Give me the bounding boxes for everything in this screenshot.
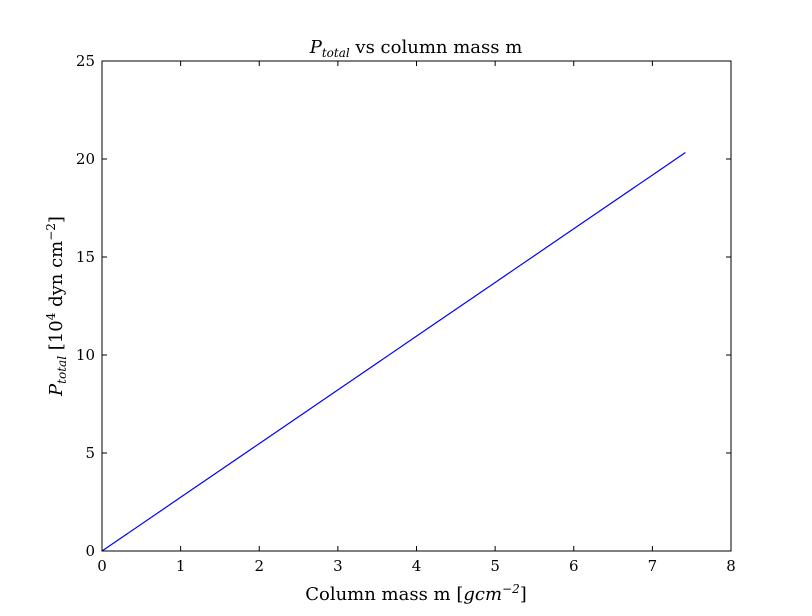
title-symbol: P <box>309 37 323 58</box>
x-axis-title-superscript: −2 <box>502 582 520 596</box>
x-tick-label: 3 <box>333 557 343 575</box>
x-tick-label: 6 <box>569 557 579 575</box>
x-tick-label: 2 <box>254 557 264 575</box>
x-axis-title-prefix: Column mass m [ <box>305 584 463 605</box>
plot-frame <box>101 60 732 552</box>
y-axis-title-symbol: P <box>46 383 67 397</box>
y-tick-labels: 0 5 10 15 20 25 <box>76 52 95 560</box>
y-axis-title-subscript: total <box>55 356 69 384</box>
y-tick-label: 15 <box>76 248 95 266</box>
y-axis-title-sup2: −2 <box>44 223 58 241</box>
series-line <box>101 152 686 552</box>
y-axis-title-suffix: ] <box>46 216 67 223</box>
x-tick-label: 5 <box>490 557 500 575</box>
series-group <box>101 152 686 552</box>
x-axis-title-suffix: ] <box>520 584 527 605</box>
x-tick-label: 8 <box>726 557 736 575</box>
y-tick-label: 20 <box>76 150 95 168</box>
y-tick-label: 10 <box>76 346 95 364</box>
y-tick-label: 25 <box>76 52 95 70</box>
y-tick-label: 5 <box>85 444 95 462</box>
y-axis-title: Ptotal [104 dyn cm−2] <box>44 216 69 397</box>
y-axis-title-mid: [10 <box>46 320 67 356</box>
x-tick-labels: 0 1 2 3 4 5 6 7 8 <box>97 557 736 575</box>
x-axis-title-math: gcm <box>463 584 502 605</box>
y-axis-title-sup1: 4 <box>44 312 58 320</box>
x-tick-label: 1 <box>176 557 186 575</box>
y-axis-title-mid2: dyn cm <box>46 241 67 313</box>
x-axis-title: Column mass m [gcm−2] <box>305 582 527 605</box>
x-tick-label: 4 <box>412 557 422 575</box>
plot-area <box>102 61 731 551</box>
title-rest: vs column mass m <box>350 37 523 58</box>
y-tick-label: 0 <box>85 542 95 560</box>
x-tick-label: 0 <box>97 557 107 575</box>
x-tick-label: 7 <box>648 557 658 575</box>
title-subscript: total <box>322 46 350 60</box>
chart-title: Ptotal vs column mass m <box>309 37 523 60</box>
